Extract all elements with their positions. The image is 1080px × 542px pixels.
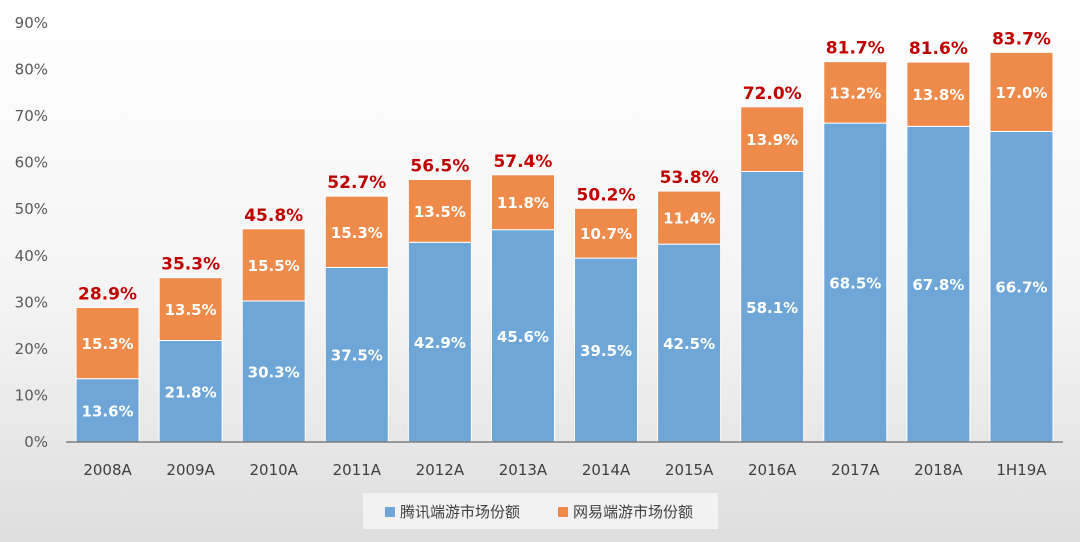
bar-segment-tencent bbox=[823, 122, 888, 443]
bar-segment-netease bbox=[574, 207, 639, 259]
data-label-tencent: 30.3% bbox=[248, 363, 300, 381]
y-tick-label: 80% bbox=[15, 61, 48, 79]
bar-segment-tencent bbox=[989, 130, 1054, 443]
bar-segment-netease bbox=[241, 228, 306, 302]
total-label: 83.7% bbox=[992, 29, 1051, 49]
data-label-tencent: 42.5% bbox=[663, 335, 715, 353]
data-label-netease: 10.7% bbox=[580, 225, 632, 243]
legend-box bbox=[363, 493, 718, 529]
total-label: 45.8% bbox=[244, 206, 303, 226]
legend: 腾讯端游市场份额 网易端游市场份额 bbox=[363, 493, 718, 529]
data-label-netease: 15.3% bbox=[331, 224, 383, 242]
bar-segment-netease bbox=[906, 61, 971, 127]
bar-segment-tencent bbox=[740, 171, 805, 443]
data-label-tencent: 68.5% bbox=[829, 275, 881, 293]
data-label-netease: 11.8% bbox=[497, 194, 549, 212]
bar-segment-netease bbox=[490, 174, 555, 231]
bar-segment-netease bbox=[75, 306, 140, 380]
y-tick-label: 30% bbox=[15, 293, 48, 311]
total-label: 56.5% bbox=[410, 156, 469, 176]
y-tick-label: 0% bbox=[24, 433, 48, 451]
bar-segment-netease bbox=[158, 277, 223, 342]
x-tick-label: 2014A bbox=[582, 461, 631, 479]
x-tick-label: 2011A bbox=[333, 461, 382, 479]
total-label: 81.6% bbox=[909, 39, 968, 59]
data-label-netease: 15.3% bbox=[82, 335, 134, 353]
data-label-netease: 13.5% bbox=[414, 203, 466, 221]
data-label-netease: 11.4% bbox=[663, 210, 715, 228]
total-label: 72.0% bbox=[743, 84, 802, 104]
bar-segment-netease bbox=[989, 51, 1054, 132]
data-label-netease: 13.8% bbox=[912, 86, 964, 104]
bar-segment-netease bbox=[740, 106, 805, 173]
total-label: 57.4% bbox=[493, 152, 552, 172]
total-label: 81.7% bbox=[826, 39, 885, 59]
bar-segment-netease bbox=[823, 61, 888, 124]
data-label-tencent: 39.5% bbox=[580, 342, 632, 360]
x-axis: 2008A 2009A 2010A 2011A 2012A 2013A 2014A 2015A… bbox=[66, 441, 1063, 479]
y-axis: 0% 10% 20% 30% 40% 50% 60% 70% 80% 90% bbox=[15, 14, 48, 451]
data-label-tencent: 67.8% bbox=[912, 276, 964, 294]
x-tick-label: 1H19A bbox=[996, 461, 1047, 479]
bar-segment-netease bbox=[407, 178, 472, 243]
y-tick-label: 90% bbox=[15, 14, 48, 32]
legend-swatch-netease bbox=[558, 507, 568, 517]
data-label-tencent: 66.7% bbox=[995, 279, 1047, 297]
bar-segment-netease bbox=[324, 195, 389, 268]
data-label-tencent: 45.6% bbox=[497, 328, 549, 346]
x-tick-label: 2010A bbox=[249, 461, 298, 479]
y-tick-label: 40% bbox=[15, 247, 48, 265]
bar-segment-tencent bbox=[490, 229, 555, 443]
bars-area: 13.6% 15.3% 28.9% 21.8% 13.5% 35.3% 30.3% 15.5%… bbox=[75, 29, 1054, 443]
data-label-tencent: 37.5% bbox=[331, 347, 383, 365]
total-label: 35.3% bbox=[161, 255, 220, 275]
x-tick-label: 2008A bbox=[83, 461, 132, 479]
data-label-tencent: 21.8% bbox=[165, 383, 217, 401]
data-label-netease: 13.2% bbox=[829, 84, 881, 102]
x-tick-label: 2015A bbox=[665, 461, 714, 479]
data-label-netease: 13.5% bbox=[165, 301, 217, 319]
x-tick-label: 2017A bbox=[831, 461, 880, 479]
total-label: 52.7% bbox=[327, 173, 386, 193]
bar-segment-netease bbox=[657, 190, 722, 245]
x-tick-label: 2018A bbox=[914, 461, 963, 479]
bar-segment-tencent bbox=[75, 378, 140, 443]
y-tick-label: 60% bbox=[15, 154, 48, 172]
data-label-tencent: 58.1% bbox=[746, 299, 798, 317]
x-tick-label: 2016A bbox=[748, 461, 797, 479]
x-tick-label: 2009A bbox=[166, 461, 215, 479]
data-label-netease: 15.5% bbox=[248, 257, 300, 275]
total-label: 50.2% bbox=[577, 185, 636, 205]
y-tick-label: 20% bbox=[15, 340, 48, 358]
bar-segment-tencent bbox=[906, 125, 971, 443]
y-tick-label: 70% bbox=[15, 107, 48, 125]
legend-swatch-tencent bbox=[385, 507, 395, 517]
bar-segment-tencent bbox=[574, 257, 639, 443]
total-label: 53.8% bbox=[660, 168, 719, 188]
data-label-tencent: 13.6% bbox=[82, 402, 134, 420]
data-label-netease: 17.0% bbox=[995, 84, 1047, 102]
total-label: 28.9% bbox=[78, 284, 137, 304]
x-tick-label: 2012A bbox=[416, 461, 465, 479]
bar-segment-tencent bbox=[657, 243, 722, 443]
legend-label-tencent: 腾讯端游市场份额 bbox=[400, 503, 520, 521]
y-tick-label: 10% bbox=[15, 386, 48, 404]
data-label-netease: 13.9% bbox=[746, 131, 798, 149]
x-tick-label: 2013A bbox=[499, 461, 548, 479]
y-tick-label: 50% bbox=[15, 200, 48, 218]
bar-segment-tencent bbox=[241, 300, 306, 443]
legend-label-netease: 网易端游市场份额 bbox=[573, 503, 693, 521]
data-label-tencent: 42.9% bbox=[414, 334, 466, 352]
